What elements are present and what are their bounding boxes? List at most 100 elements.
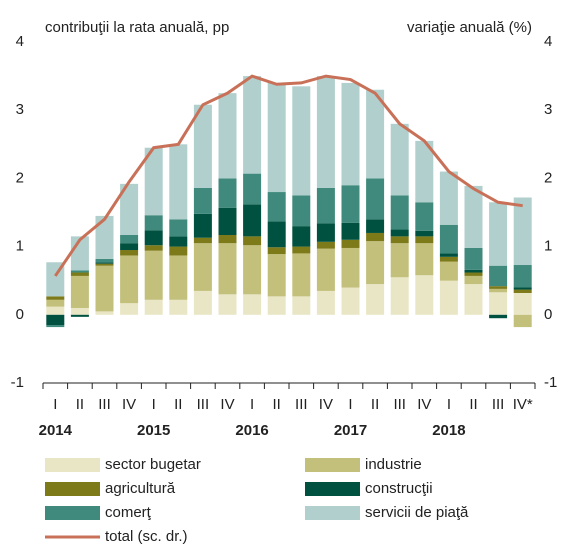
bar-segment: [120, 243, 139, 251]
year-label: 2015: [137, 422, 170, 439]
y2-tick-label: 2: [544, 169, 552, 186]
bar-segment: [341, 185, 360, 223]
bar-segment: [415, 275, 434, 315]
bar-segment: [292, 253, 311, 297]
x-tick-label: I: [348, 396, 352, 413]
bar-segment: [243, 236, 262, 246]
x-tick-label: I: [152, 396, 156, 413]
bar-segment: [144, 299, 163, 315]
bar-segment: [415, 202, 434, 231]
bar-segment: [341, 287, 360, 315]
y2-axis-label: variaţie anuală (%): [407, 19, 532, 36]
bar-segment: [366, 284, 385, 315]
bar-segment: [243, 294, 262, 315]
bar-segment: [341, 247, 360, 288]
bar-segment: [439, 171, 458, 225]
y-tick-label: 1: [16, 238, 24, 255]
legend-label: construcţii: [365, 480, 433, 497]
bar-segment: [70, 275, 89, 308]
bar-segment: [464, 272, 483, 276]
legend-swatch: [45, 458, 100, 472]
bar-segment: [95, 258, 114, 263]
legend-swatch: [305, 482, 360, 496]
bar-segment: [366, 219, 385, 233]
bar-segment: [70, 307, 89, 315]
x-tick-label: IV: [417, 396, 431, 413]
bar-segment: [218, 243, 237, 295]
bar-segment: [513, 265, 532, 288]
bar-segment: [193, 213, 212, 238]
x-tick-label: I: [250, 396, 254, 413]
bar-segment: [95, 263, 114, 266]
bar-segment: [120, 235, 139, 244]
x-tick-label: I: [53, 396, 57, 413]
bar-segment: [341, 222, 360, 240]
bar-segment: [464, 269, 483, 273]
bar-segment: [144, 245, 163, 251]
bar-segment: [513, 289, 532, 293]
bar-segment: [243, 76, 262, 174]
x-tick-label: II: [76, 396, 84, 413]
y2-tick-label: 4: [544, 33, 552, 50]
bar-segment: [292, 226, 311, 247]
x-tick-label: II: [469, 396, 477, 413]
bar-segment: [267, 221, 286, 248]
legend-label: sector bugetar: [105, 456, 201, 473]
bar-segment: [341, 82, 360, 186]
bar-segment: [464, 185, 483, 248]
bar-segment: [243, 245, 262, 295]
bar-segment: [193, 237, 212, 244]
year-label: 2016: [235, 422, 268, 439]
bar-segment: [341, 239, 360, 248]
bar-segment: [415, 140, 434, 203]
bar-segment: [316, 241, 335, 249]
bar-segment: [193, 290, 212, 315]
bar-segment: [390, 123, 409, 196]
bar-segment: [46, 325, 65, 328]
bar-segment: [70, 272, 89, 276]
bar-segment: [513, 292, 532, 315]
y-axis-label: contribuţii la rata anuală, pp: [45, 19, 229, 36]
bar-segment: [489, 292, 508, 315]
bar-segment: [513, 314, 532, 328]
bar-segment: [193, 187, 212, 214]
bar-segment: [292, 246, 311, 254]
bar-segment: [144, 250, 163, 300]
bar-segment: [218, 207, 237, 236]
x-tick-label: III: [393, 396, 406, 413]
bar-segment: [292, 195, 311, 227]
bar-segment: [95, 311, 114, 315]
legend-label: servicii de piaţă: [365, 504, 469, 521]
y-tick-label: 4: [16, 33, 24, 50]
legend-swatch: [45, 506, 100, 520]
bar-segment: [169, 299, 188, 315]
bar-segment: [144, 147, 163, 216]
total-line: [54, 74, 523, 277]
legend-label: comerţ: [105, 504, 152, 521]
x-tick-label: IV: [220, 396, 234, 413]
y-tick-label: 3: [16, 101, 24, 118]
bar-segment: [316, 76, 335, 188]
y-tick-label: -1: [11, 374, 24, 391]
bar-segment: [95, 215, 114, 259]
bar-segment: [316, 290, 335, 315]
bar-segment: [46, 314, 65, 326]
bar-segment: [292, 86, 311, 196]
bar-segment: [316, 187, 335, 224]
bar-segment: [218, 235, 237, 244]
bar-segment: [120, 250, 139, 256]
bar-segment: [267, 192, 286, 222]
bar-segment: [439, 253, 458, 257]
x-tick-label: I: [447, 396, 451, 413]
bar-segment: [489, 314, 508, 319]
legend-label: agricultură: [105, 480, 176, 497]
bar-segment: [46, 299, 65, 307]
bar-segment: [390, 195, 409, 230]
x-tick-label: III: [295, 396, 308, 413]
bar-segment: [46, 296, 65, 300]
bar-segment: [366, 232, 385, 242]
bar-segment: [390, 243, 409, 278]
legend-label: industrie: [365, 456, 422, 473]
bar-segment: [70, 314, 89, 317]
bar-segment: [513, 197, 532, 266]
